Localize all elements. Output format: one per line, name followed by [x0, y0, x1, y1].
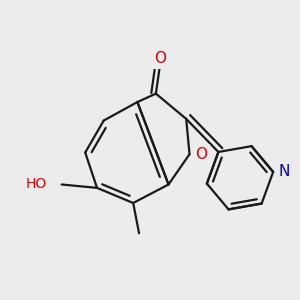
Text: O: O [195, 147, 207, 162]
Text: N: N [278, 164, 290, 179]
Text: HO: HO [25, 178, 46, 191]
Text: O: O [154, 51, 166, 66]
